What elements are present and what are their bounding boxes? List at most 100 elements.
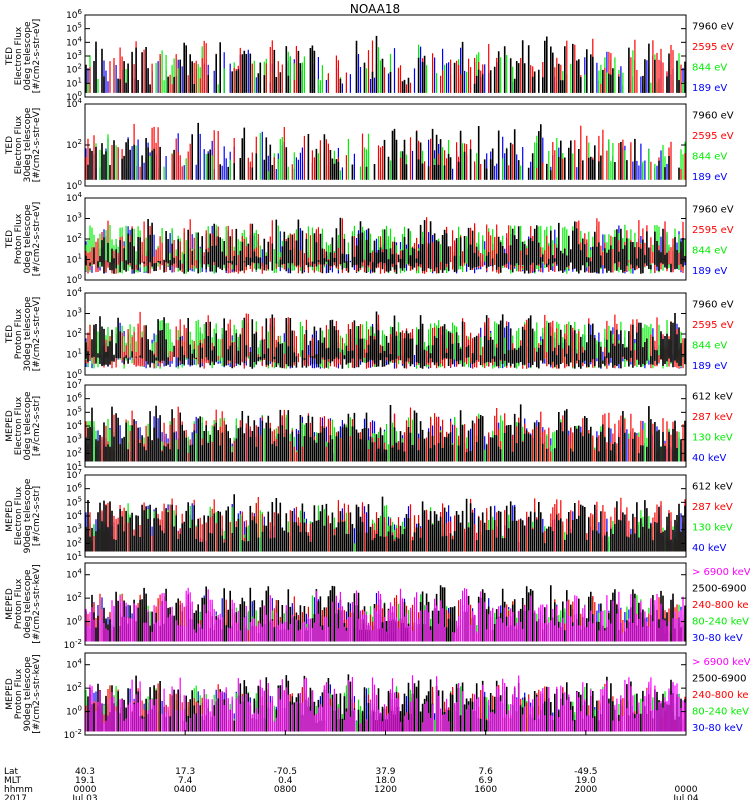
y-tick-label: 101: [66, 76, 82, 89]
panel-frame: [84, 292, 687, 376]
y-tick-label: 102: [66, 232, 82, 245]
y-axis-label: TEDElectron Flux0deg telescope[#/cm2-s-s…: [5, 19, 42, 94]
legend-entry: 40 keV: [692, 453, 726, 464]
x-tick-label: 2000: [574, 785, 597, 795]
y-tick-label: 101: [66, 348, 82, 361]
y-tick-label: 101: [66, 253, 82, 266]
y-tick-label: 104: [66, 658, 82, 671]
y-tick-label: 103: [66, 523, 82, 536]
y-tick-label: 104: [66, 97, 82, 110]
legend-entry: 7960 eV: [692, 21, 734, 32]
x-tick-label: Jul 04: [672, 794, 698, 800]
panel-2: 100 102 104 TEDElectron Flux30deg telescope…: [5, 97, 734, 192]
legend-entry: 189 eV: [692, 361, 727, 372]
panel-frame: [84, 652, 687, 736]
y-tick-label: 100: [66, 615, 82, 628]
legend-entry: 844 eV: [692, 245, 727, 256]
x-tick-label: 0000: [74, 785, 97, 795]
y-tick-label: 100: [66, 273, 82, 286]
y-tick-label: 102: [66, 681, 82, 694]
x-row-label: 2017: [4, 794, 27, 800]
x-tick-label: 37.9: [375, 767, 395, 777]
legend-entry: 7960 eV: [692, 204, 734, 215]
panel-7: 10-2 100 102 104 MEPEDProton Flux0deg telesc…: [5, 562, 750, 651]
x-tick-label: 18.0: [375, 776, 395, 786]
legend-entry: 844 eV: [692, 151, 727, 162]
y-tick-label: 105: [66, 22, 82, 35]
series-black-trace: [85, 404, 686, 462]
series-black-trace: [85, 311, 686, 369]
legend-entry: 2595 eV: [692, 131, 734, 142]
legend-entry: 130 keV: [692, 522, 733, 533]
legend-entry: 189 eV: [692, 266, 727, 277]
y-axis-label: MEPEDElectron Flux0deg telescope[#/cm2-s…: [5, 391, 42, 461]
legend-entry: 189 eV: [692, 83, 727, 94]
legend-entry: 30-80 keV: [692, 723, 743, 734]
x-tick-label: 6.9: [479, 776, 494, 786]
y-tick-label: 103: [66, 212, 82, 225]
legend-entry: > 6900 keV: [692, 657, 750, 668]
y-tick-label: 102: [66, 327, 82, 340]
legend-entry: 612 keV: [692, 481, 733, 492]
x-tick-label: 1200: [374, 785, 397, 795]
x-tick-label: -70.5: [274, 767, 297, 777]
legend-entry: 80-240 keV: [692, 616, 749, 627]
y-axis-label: TEDProton Flux30deg telescope[#/cm2-s-st…: [5, 296, 42, 371]
series-blue-trace: [85, 131, 668, 180]
y-tick-label: 10-2: [64, 638, 82, 651]
x-tick-label: 0800: [274, 785, 297, 795]
legend-entry: 80-240 keV: [692, 706, 749, 717]
y-tick-label: 100: [66, 705, 82, 718]
x-tick-label: 0.4: [278, 776, 293, 786]
y-tick-label: 101: [66, 550, 82, 563]
legend-entry: 2500-6900: [692, 584, 747, 595]
y-tick-label: 102: [66, 63, 82, 76]
y-tick-label: 104: [66, 419, 82, 432]
legend-entry: 612 keV: [692, 391, 733, 402]
legend-entry: 189 eV: [692, 172, 727, 183]
y-tick-label: 104: [66, 568, 82, 581]
series-magenta-trace: [85, 587, 684, 642]
x-tick-label: 17.3: [175, 767, 195, 777]
y-tick-label: 100: [66, 368, 82, 381]
y-tick-label: 102: [66, 138, 82, 151]
series-black-trace: [85, 35, 686, 93]
legend-entry: 844 eV: [692, 340, 727, 351]
x-row-label: MLT: [4, 776, 22, 786]
legend-entry: 30-80 keV: [692, 633, 743, 644]
x-tick-label: 19.1: [75, 776, 95, 786]
x-tick-label: 7.6: [479, 767, 494, 777]
x-tick-label: -49.5: [574, 767, 597, 777]
series-green-trace: [87, 44, 686, 93]
legend-entry: 2500-6900: [692, 674, 747, 685]
y-axis-label: MEPEDProton Flux90deg telescope[#/cm2-s-…: [5, 654, 42, 733]
y-tick-label: 103: [66, 307, 82, 320]
chart-title: NOAA18: [350, 2, 400, 16]
y-tick-label: 107: [66, 378, 82, 391]
series-blue-trace: [87, 46, 684, 93]
x-tick-label: Jul 03: [71, 794, 97, 800]
y-tick-label: 104: [66, 509, 82, 522]
panel-frame: [84, 474, 687, 558]
legend-entry: 287 keV: [692, 412, 733, 423]
y-tick-label: 104: [66, 286, 82, 299]
legend-entry: 40 keV: [692, 543, 726, 554]
panel-frame: [84, 197, 687, 281]
series-magenta-trace: [85, 675, 686, 732]
x-tick-label: 7.4: [178, 776, 193, 786]
panel-frame: [84, 14, 687, 98]
legend-entry: 7960 eV: [692, 299, 734, 310]
panel-frame: [84, 384, 687, 468]
y-tick-label: 10-2: [64, 728, 82, 741]
series-black-trace: [85, 217, 686, 274]
panel-3: 100 101 102 103 104 TEDProton Flux0deg telesc…: [5, 191, 734, 286]
series-black-trace: [85, 494, 686, 552]
y-axis-label: TEDElectron Flux30deg telescope[#/cm2-s-…: [5, 107, 42, 182]
y-tick-label: 101: [66, 460, 82, 473]
y-tick-label: 106: [66, 8, 82, 21]
